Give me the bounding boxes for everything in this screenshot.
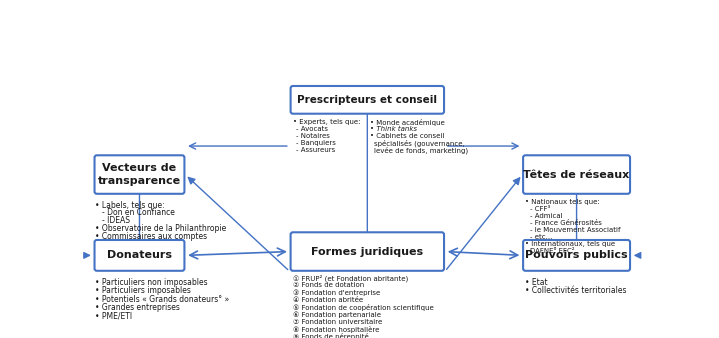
Text: • Etat: • Etat [526, 278, 548, 287]
Text: - le Mouvement Associatif: - le Mouvement Associatif [530, 227, 620, 233]
Text: ⑨ Fonds de pérennité: ⑨ Fonds de pérennité [293, 333, 369, 338]
FancyBboxPatch shape [290, 232, 444, 271]
FancyBboxPatch shape [290, 86, 444, 114]
FancyBboxPatch shape [94, 240, 185, 271]
Text: ③ Fondation d'entreprise: ③ Fondation d'entreprise [293, 289, 380, 296]
Text: Têtes de réseaux: Têtes de réseaux [523, 170, 630, 179]
Text: - Banquiers: - Banquiers [296, 140, 336, 146]
Text: Vecteurs de
transparence: Vecteurs de transparence [98, 163, 181, 186]
Text: - IDEAS: - IDEAS [101, 216, 129, 225]
Text: • Particuliers imposables: • Particuliers imposables [96, 286, 191, 295]
Text: • Cabinets de conseil: • Cabinets de conseil [370, 133, 445, 139]
Text: ⑦ Fondation universitaire: ⑦ Fondation universitaire [293, 318, 383, 324]
Text: Formes juridiques: Formes juridiques [311, 246, 423, 257]
Text: DAFNE⁶ EFC²: DAFNE⁶ EFC² [530, 248, 574, 254]
Text: • Grandes entreprises: • Grandes entreprises [96, 303, 180, 312]
Text: - Admical: - Admical [530, 213, 563, 219]
Text: • Monde académique: • Monde académique [370, 119, 445, 126]
Text: • Nationaux tels que:: • Nationaux tels que: [526, 199, 600, 205]
Text: - France Générosités: - France Générosités [530, 220, 602, 226]
Text: • Particuliers non imposables: • Particuliers non imposables [96, 278, 208, 287]
Text: ④ Fondation abritée: ④ Fondation abritée [293, 296, 363, 303]
Text: • Collectivités territoriales: • Collectivités territoriales [526, 286, 627, 295]
Text: • Internationaux, tels que: • Internationaux, tels que [526, 241, 615, 247]
Text: Prescripteurs et conseil: Prescripteurs et conseil [298, 95, 437, 105]
Text: • Potentiels « Grands donateurs° »: • Potentiels « Grands donateurs° » [96, 295, 229, 304]
Text: levée de fonds, marketing): levée de fonds, marketing) [374, 147, 467, 154]
Text: • Labels, tels que:: • Labels, tels que: [96, 201, 165, 210]
Text: - Avocats: - Avocats [296, 126, 328, 132]
Text: ⑤ Fondation de coopération scientifique: ⑤ Fondation de coopération scientifique [293, 304, 434, 311]
Text: - Notaires: - Notaires [296, 133, 330, 139]
Text: - CFF³: - CFF³ [530, 206, 550, 212]
FancyBboxPatch shape [523, 155, 630, 194]
Text: Donateurs: Donateurs [107, 250, 172, 260]
Text: ⑥ Fondation partenariale: ⑥ Fondation partenariale [293, 311, 381, 318]
Text: • Think tanks: • Think tanks [370, 126, 418, 132]
Text: • Observatoire de la Philanthropie: • Observatoire de la Philanthropie [96, 224, 226, 233]
Text: ① FRUP² (et Fondation abritante): ① FRUP² (et Fondation abritante) [293, 275, 408, 282]
Text: ② Fonds de dotation: ② Fonds de dotation [293, 282, 365, 288]
Text: ⑧ Fondation hospitalière: ⑧ Fondation hospitalière [293, 326, 380, 333]
FancyBboxPatch shape [523, 240, 630, 271]
Text: • Experts, tels que:: • Experts, tels que: [293, 119, 360, 125]
Text: • Commissaires aux comptes: • Commissaires aux comptes [96, 232, 207, 241]
Text: • PME/ETI: • PME/ETI [96, 312, 132, 321]
Text: - etc...: - etc... [530, 234, 552, 240]
Text: - Don en Confiance: - Don en Confiance [101, 209, 175, 217]
FancyBboxPatch shape [94, 155, 185, 194]
Text: Pouvoirs publics: Pouvoirs publics [526, 250, 628, 260]
Text: - Assureurs: - Assureurs [296, 147, 335, 153]
Text: spécialisés (gouvernance,: spécialisés (gouvernance, [374, 140, 464, 147]
